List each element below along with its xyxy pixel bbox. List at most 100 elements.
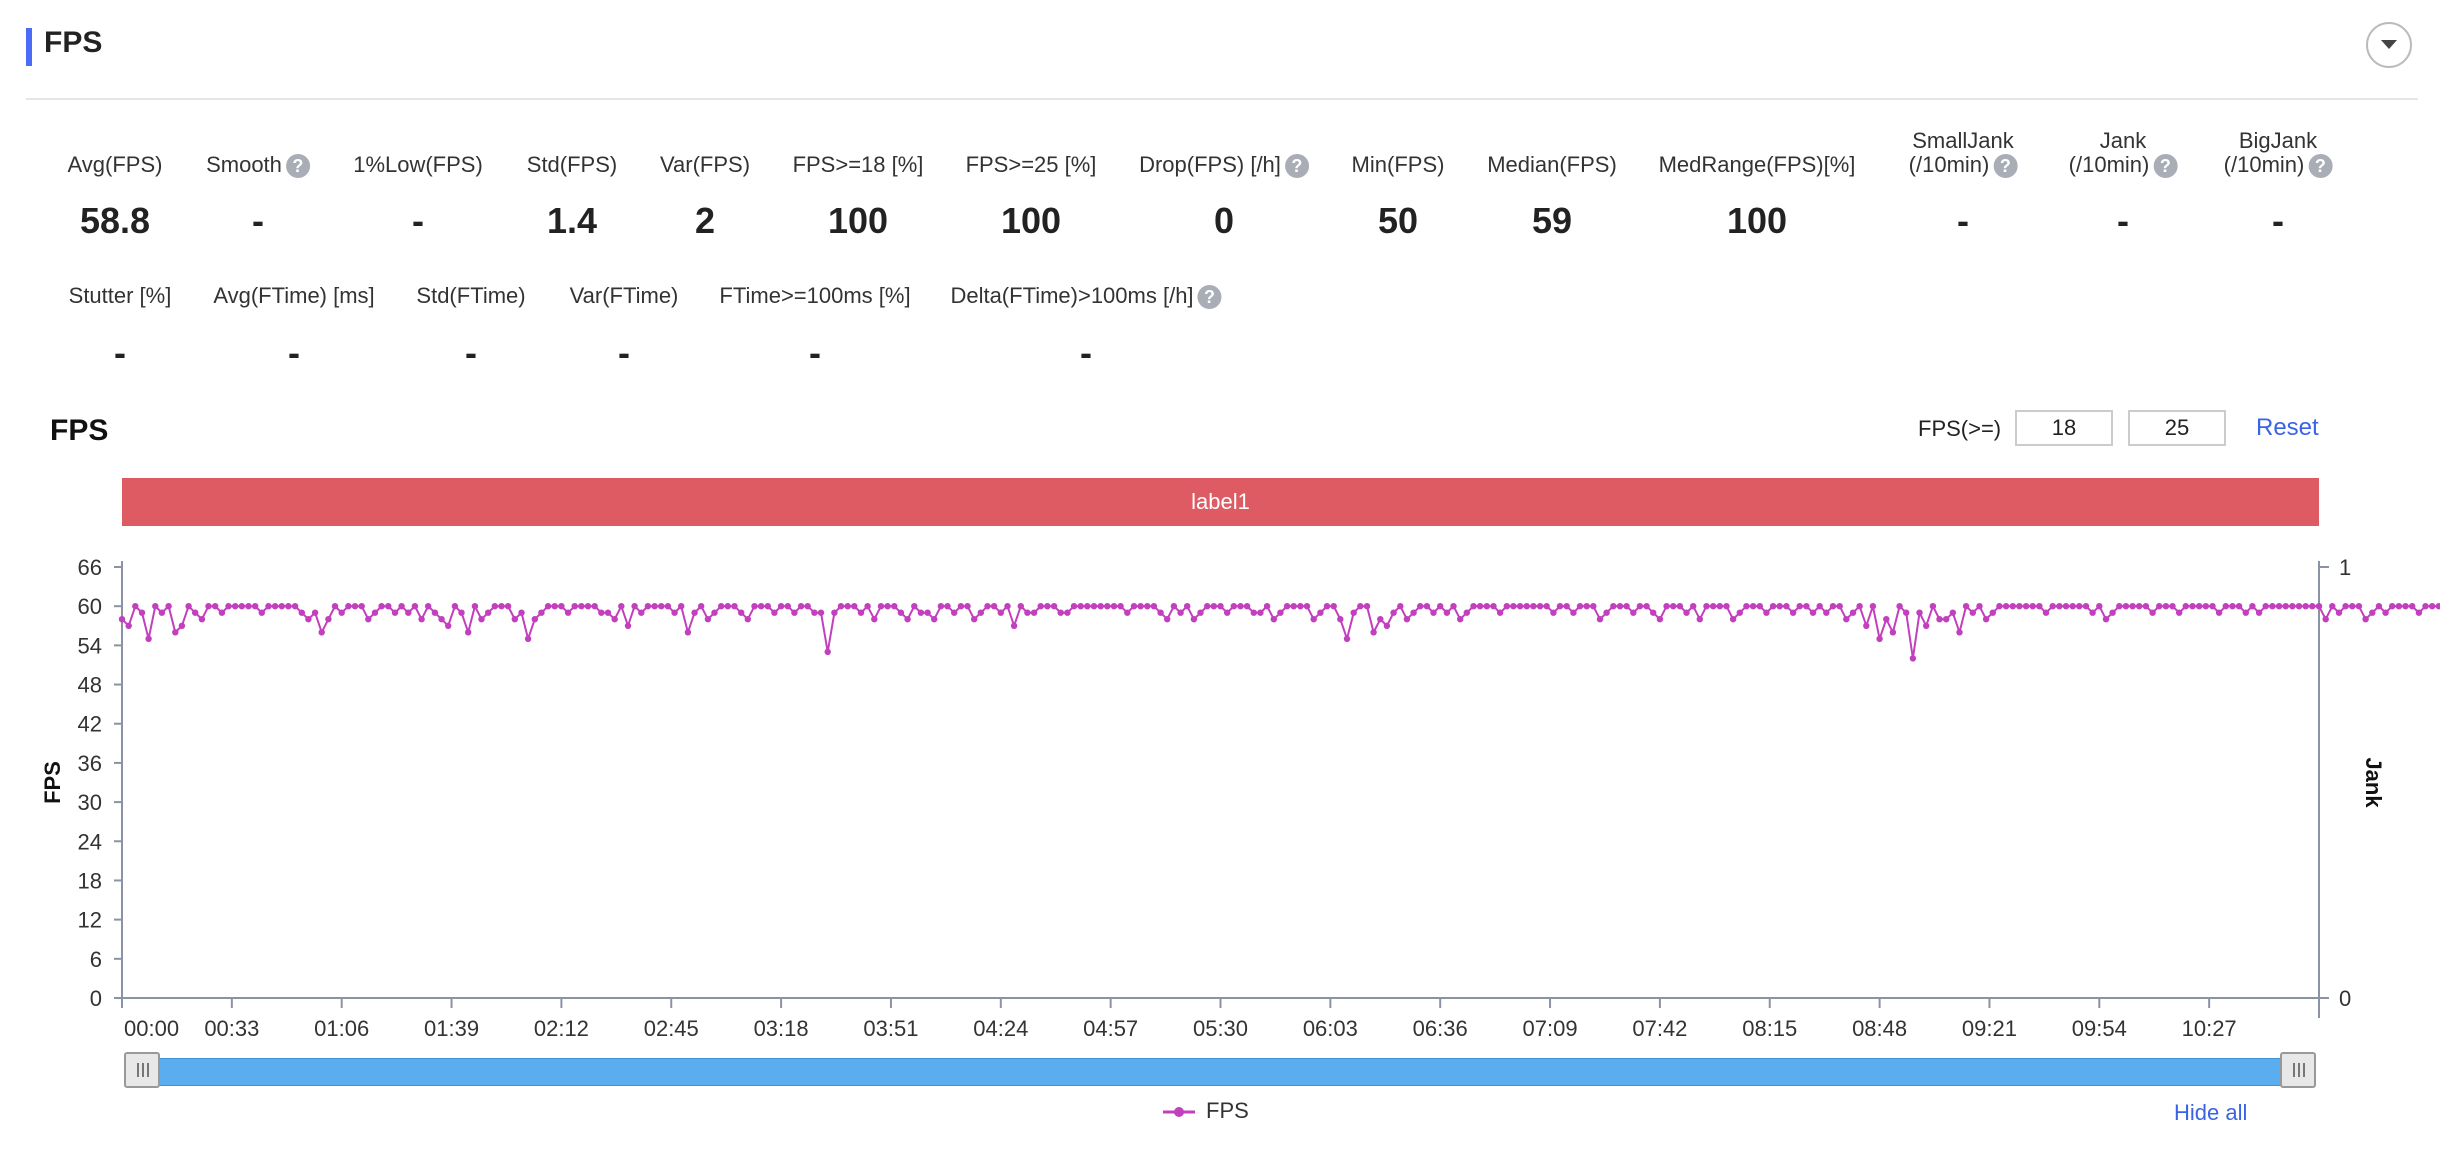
metric-label: SmallJank (/10min)?: [1909, 129, 2018, 179]
hide-all-button[interactable]: Hide all: [2174, 1100, 2248, 1125]
data-point: [937, 603, 945, 610]
data-point: [2156, 603, 2163, 610]
legend-line-icon: [1163, 1107, 1195, 1118]
data-point: [531, 616, 538, 623]
data-point: [678, 603, 685, 610]
data-point: [1290, 603, 1297, 610]
data-point: [651, 603, 658, 610]
help-icon[interactable]: ?: [2308, 154, 2333, 179]
data-point: [1257, 609, 1264, 616]
row1-metric-3: Std(FPS) 1.4: [527, 153, 617, 242]
data-point: [2275, 603, 2283, 610]
collapse-button[interactable]: [2366, 22, 2412, 68]
data-point: [564, 609, 572, 616]
data-point: [1457, 616, 1464, 623]
data-point: [1010, 622, 1018, 629]
data-point: [132, 603, 139, 610]
data-point: [704, 616, 712, 623]
metric-value: 0: [1213, 200, 1235, 241]
help-icon[interactable]: ?: [2153, 154, 2178, 179]
data-point: [385, 603, 392, 610]
data-point: [1423, 603, 1431, 610]
row1-metric-11: SmallJank (/10min)? -: [1909, 129, 2018, 241]
data-point: [1317, 609, 1324, 616]
data-point: [1184, 603, 1191, 610]
help-icon[interactable]: ?: [285, 154, 310, 179]
data-point: [445, 622, 452, 629]
data-point: [2335, 609, 2343, 616]
data-point: [1903, 609, 1910, 616]
legend-label: FPS: [1206, 1098, 1249, 1123]
y-tick-label: 6: [90, 947, 102, 972]
metric-label: Stutter [%]: [68, 283, 172, 308]
data-point: [1836, 603, 1843, 610]
data-point: [1550, 609, 1557, 616]
zoom-slider-left-handle[interactable]: [124, 1052, 160, 1088]
data-point: [2169, 603, 2176, 610]
legend-item-fps[interactable]: FPS: [1162, 1098, 1249, 1124]
zoom-slider-track[interactable]: [140, 1058, 2298, 1086]
data-point: [1816, 603, 1823, 610]
help-icon[interactable]: ?: [1993, 154, 2018, 179]
data-point: [618, 603, 625, 610]
data-point: [851, 603, 858, 610]
data-point: [1224, 609, 1231, 616]
data-point: [1144, 603, 1151, 610]
data-point: [1057, 609, 1064, 616]
data-point: [2142, 603, 2150, 610]
fps-threshold-label: FPS(>=): [1918, 416, 2002, 441]
data-point: [1323, 603, 1331, 610]
data-point: [1783, 603, 1790, 610]
row1-metric-4: Var(FPS) 2: [660, 153, 750, 242]
help-icon[interactable]: ?: [1284, 154, 1309, 179]
metric-label: Drop(FPS) [/h]?: [1139, 153, 1309, 179]
data-point: [118, 616, 126, 623]
data-point: [1450, 603, 1457, 610]
data-point: [425, 603, 432, 610]
help-icon[interactable]: ?: [1197, 285, 1222, 310]
data-point: [498, 603, 505, 610]
data-point: [212, 603, 219, 610]
metric-label: BigJank (/10min)?: [2224, 129, 2333, 179]
data-point: [871, 616, 878, 623]
data-point: [271, 603, 279, 610]
data-point: [1390, 609, 1397, 616]
data-point: [744, 616, 751, 623]
data-point: [1417, 603, 1424, 610]
metric-label: Smooth?: [206, 153, 310, 179]
metric-value: 2: [694, 200, 716, 241]
data-point: [1097, 603, 1104, 610]
data-point: [2435, 603, 2440, 610]
data-point: [278, 603, 285, 610]
data-point: [558, 603, 565, 610]
data-point: [2096, 603, 2103, 610]
data-point: [924, 609, 931, 616]
metric-value: 59: [1531, 200, 1573, 241]
data-point: [2176, 609, 2183, 616]
data-point: [438, 616, 445, 623]
data-point: [2302, 603, 2309, 610]
data-point: [365, 616, 372, 623]
data-point: [911, 603, 918, 610]
x-tick-label: 06:03: [1303, 1016, 1358, 1040]
data-point: [2062, 603, 2070, 610]
data-point: [351, 603, 359, 610]
data-point: [997, 609, 1004, 616]
reset-button[interactable]: Reset: [2256, 414, 2319, 441]
row2-metric-0: Stutter [%] -: [68, 283, 172, 374]
data-point: [1869, 603, 1877, 610]
fps-threshold-high-input[interactable]: [2128, 410, 2226, 446]
data-point: [664, 603, 672, 610]
data-point: [2116, 603, 2123, 610]
data-point: [145, 635, 152, 642]
data-point: [1796, 603, 1803, 610]
data-point: [305, 616, 312, 623]
data-point: [1496, 609, 1504, 616]
y2-tick-label: 0: [2339, 986, 2351, 1011]
data-point: [2182, 603, 2189, 610]
data-point: [1030, 609, 1038, 616]
data-point: [824, 648, 831, 656]
x-tick-label: 01:39: [424, 1016, 479, 1040]
fps-threshold-low-input[interactable]: [2015, 410, 2113, 446]
zoom-slider-right-handle[interactable]: [2280, 1052, 2316, 1088]
